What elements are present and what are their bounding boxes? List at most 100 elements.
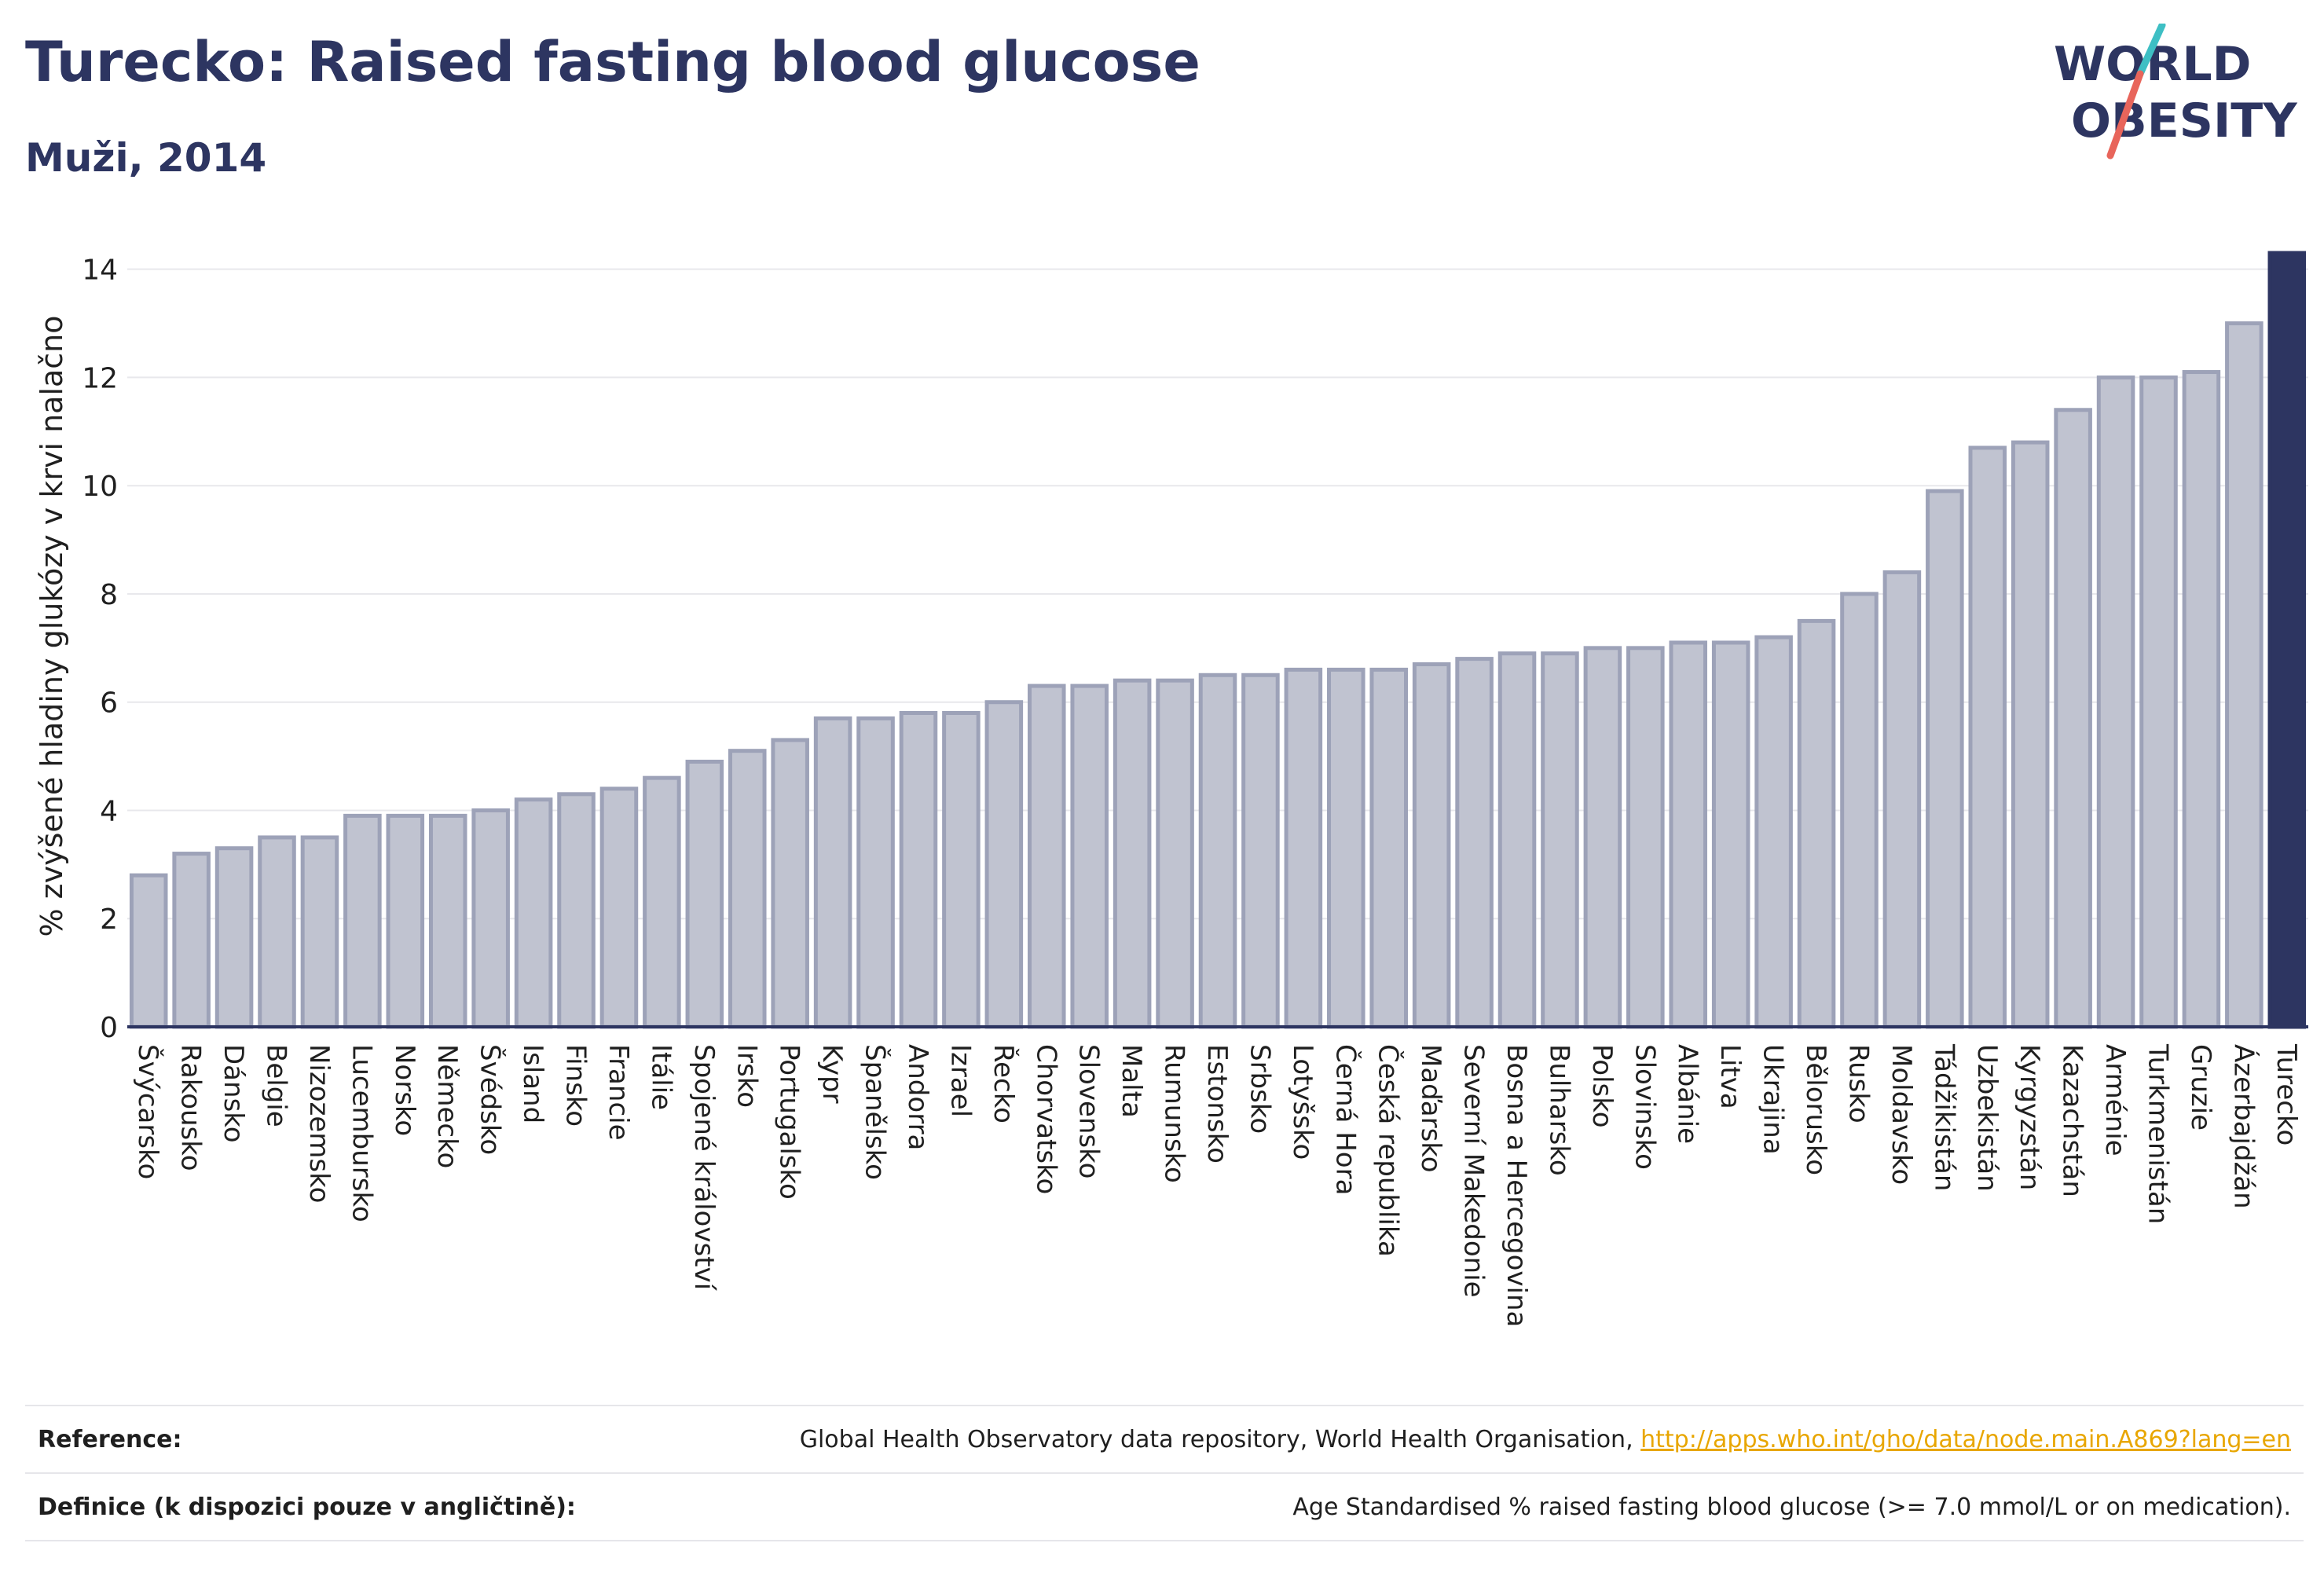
bar	[856, 716, 895, 1029]
x-tick-label: Litva	[1714, 1044, 1746, 1109]
bar	[1669, 640, 1708, 1029]
y-tick-label: 12	[82, 362, 118, 394]
x-tick-label: Gruzie	[2185, 1044, 2216, 1131]
bar	[1028, 684, 1066, 1029]
x-tick-label: Kypr	[816, 1044, 848, 1104]
bar	[685, 759, 724, 1029]
x-tick-label: Chorvatsko	[1030, 1044, 1061, 1194]
bar	[813, 716, 852, 1029]
x-tick-label: Severní Makedonie	[1458, 1044, 1490, 1298]
y-tick-label: 8	[100, 579, 118, 611]
x-tick-label: Kyrgyzstán	[2014, 1044, 2045, 1190]
x-tick-label: Lucembursko	[346, 1044, 377, 1222]
bar	[300, 835, 339, 1029]
x-tick-label: Řecko	[988, 1044, 1020, 1123]
x-tick-label: Slovinsko	[1629, 1044, 1660, 1170]
bar	[1926, 489, 1964, 1029]
bar	[771, 738, 809, 1029]
bar	[557, 792, 596, 1029]
x-tick-label: Francie	[603, 1044, 634, 1141]
bar	[1968, 445, 2007, 1029]
bar	[1497, 651, 1537, 1029]
x-tick-label: Černá Hora	[1329, 1044, 1362, 1195]
x-tick-label: Moldavsko	[1886, 1044, 1917, 1185]
x-tick-label: Ázerbajdžán	[2227, 1044, 2260, 1209]
x-tick-label: Tádžikistán	[1928, 1043, 1959, 1191]
x-tick-label: Albánie	[1672, 1044, 1703, 1144]
x-tick-label: Rakousko	[175, 1044, 207, 1171]
x-tick-label: Portugalsko	[774, 1044, 805, 1200]
bar	[1541, 651, 1579, 1029]
bar	[214, 846, 254, 1029]
bar	[1455, 657, 1494, 1029]
bar	[471, 808, 510, 1029]
x-tick-label: Arménie	[2099, 1044, 2131, 1156]
x-tick-label: Bělorusko	[1800, 1044, 1831, 1175]
x-tick-label: Itálie	[645, 1044, 676, 1110]
bar	[643, 775, 681, 1029]
reference-row: Reference: Global Health Observatory dat…	[25, 1405, 2304, 1472]
x-tick-label: Lotyšsko	[1287, 1044, 1318, 1160]
x-tick-label: Irsko	[731, 1044, 762, 1108]
y-tick-label: 6	[100, 687, 118, 720]
reference-link[interactable]: http://apps.who.int/gho/data/node.main.A…	[1640, 1425, 2291, 1453]
x-tick-label: Slovensko	[1073, 1044, 1105, 1178]
bar	[1754, 635, 1793, 1029]
bar	[1369, 667, 1408, 1029]
bar	[514, 797, 553, 1029]
bar	[2267, 251, 2307, 1029]
bars	[129, 251, 2307, 1029]
x-tick-label: Dánsko	[218, 1044, 249, 1143]
bar	[599, 786, 639, 1029]
y-tick-label: 14	[82, 255, 118, 287]
world-obesity-logo: WORLD OBESITY	[2051, 24, 2310, 165]
bar	[1797, 618, 1836, 1029]
x-tick-label: Turkmenistán	[2142, 1043, 2173, 1224]
x-tick-label: Nizozemsko	[303, 1044, 335, 1203]
x-tick-label: Uzbekistán	[1971, 1044, 2003, 1192]
footer-table: Reference: Global Health Observatory dat…	[25, 1405, 2304, 1541]
reference-text: Global Health Observatory data repositor…	[799, 1425, 1641, 1453]
bar	[728, 749, 767, 1029]
bar	[1198, 673, 1237, 1029]
x-tick-label: Belgie	[261, 1044, 292, 1127]
bar	[2011, 440, 2050, 1029]
x-tick-label: Malta	[1116, 1044, 1147, 1118]
x-tick-label: Estonsko	[1201, 1044, 1233, 1164]
bar	[1626, 646, 1665, 1029]
x-tick-label: Izrael	[944, 1044, 976, 1117]
logo-line-2: OBESITY	[2071, 93, 2298, 148]
bar	[1412, 662, 1451, 1029]
bar	[1882, 570, 1922, 1029]
y-tick-labels: 0 2 4 6 8 10 12 14	[82, 255, 118, 1044]
definition-value: Age Standardised % raised fasting blood …	[1292, 1493, 2291, 1521]
bar	[2139, 375, 2178, 1029]
x-tick-label: Bulharsko	[1543, 1044, 1574, 1176]
bar	[343, 813, 382, 1029]
chart-title: Turecko: Raised fasting blood glucose	[25, 30, 1200, 94]
chart-subtitle: Muži, 2014	[25, 135, 267, 181]
bar	[899, 710, 938, 1029]
reference-label: Reference:	[38, 1425, 182, 1453]
x-tick-label: Polsko	[1586, 1044, 1618, 1128]
definition-label: Definice (k dispozici pouze v angličtině…	[38, 1493, 576, 1521]
bar	[129, 873, 168, 1029]
bar	[942, 710, 981, 1029]
y-tick-label: 10	[82, 471, 118, 503]
bar	[1583, 646, 1622, 1029]
bar	[2225, 321, 2264, 1029]
x-tick-label: Švédsko	[475, 1044, 507, 1155]
bar	[984, 700, 1024, 1029]
x-tick-labels: Švýcarsko Rakousko Dánsko Belgie Nizozemsko L…	[132, 1043, 2302, 1327]
x-tick-label: Rusko	[1842, 1044, 1874, 1123]
x-tick-label: Finsko	[560, 1044, 592, 1127]
reference-value: Global Health Observatory data repositor…	[800, 1426, 2304, 1453]
x-tick-label: Česká republika	[1373, 1044, 1405, 1257]
x-tick-label: Bosna a Hercegovina	[1501, 1044, 1532, 1327]
bar	[2182, 370, 2221, 1029]
bar	[386, 813, 425, 1029]
bar	[428, 813, 467, 1029]
x-tick-label: Maďarsko	[1415, 1044, 1446, 1173]
bar	[1840, 592, 1879, 1029]
bar	[258, 835, 296, 1029]
